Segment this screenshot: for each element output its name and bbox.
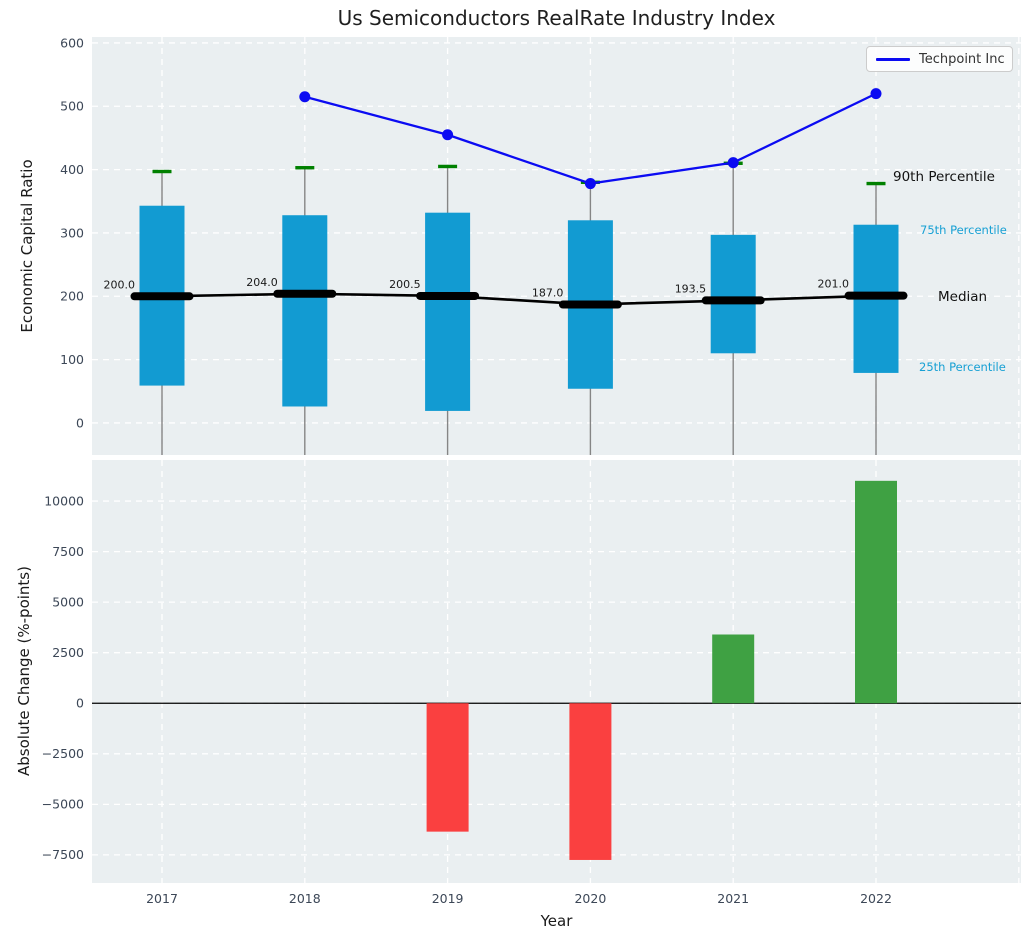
change-bar-2019 xyxy=(426,703,469,832)
x-tick-label-2018: 2018 xyxy=(289,891,321,906)
median-value-label-2022: 201.0 xyxy=(818,278,850,291)
median-marker-2021 xyxy=(701,296,765,305)
x-tick-label-2020: 2020 xyxy=(574,891,606,906)
techpoint-marker-2018 xyxy=(299,91,311,103)
median-value-label-2017: 200.0 xyxy=(104,278,136,291)
legend-label: Techpoint Inc xyxy=(919,51,1005,67)
annotation-90th-percentile: 90th Percentile xyxy=(893,169,995,185)
legend-line-sample-icon xyxy=(876,57,910,61)
top-y-axis-label: Economic Capital Ratio xyxy=(18,159,36,333)
p90-cap-2019 xyxy=(438,164,458,169)
p90-cap-2022 xyxy=(866,181,886,186)
techpoint-marker-2020 xyxy=(584,178,596,190)
chart-title: Us Semiconductors RealRate Industry Inde… xyxy=(337,6,776,30)
change-bar-2022 xyxy=(855,480,897,704)
y-tick-label: −7500 xyxy=(42,847,84,862)
x-tick-label-2021: 2021 xyxy=(717,891,749,906)
y-tick-label: 7500 xyxy=(52,544,84,559)
y-tick-label: 300 xyxy=(60,225,84,240)
x-tick-label-2019: 2019 xyxy=(432,891,464,906)
p90-cap-2017 xyxy=(152,169,172,174)
median-value-label-2018: 204.0 xyxy=(246,276,278,289)
y-tick-label: 200 xyxy=(60,289,84,304)
annotation-25th-percentile: 25th Percentile xyxy=(919,360,1006,374)
y-tick-label: −5000 xyxy=(42,797,84,812)
median-value-label-2021: 193.5 xyxy=(675,282,707,295)
median-marker-2017 xyxy=(130,292,194,301)
y-tick-label: 0 xyxy=(76,696,84,711)
techpoint-marker-2019 xyxy=(442,129,454,141)
techpoint-marker-2022 xyxy=(870,88,882,100)
x-tick-label-2022: 2022 xyxy=(860,891,892,906)
techpoint-marker-2021 xyxy=(727,157,739,169)
median-marker-2019 xyxy=(416,291,480,300)
iqr-bar-2018 xyxy=(282,215,328,407)
y-tick-label: 5000 xyxy=(52,594,84,609)
median-marker-2018 xyxy=(273,289,337,298)
median-marker-2022 xyxy=(844,291,908,300)
y-tick-label: 10000 xyxy=(44,493,84,508)
annotation-75th-percentile: 75th Percentile xyxy=(920,223,1007,237)
iqr-bar-2021 xyxy=(710,234,756,354)
y-tick-label: 600 xyxy=(60,35,84,50)
y-tick-label: −2500 xyxy=(42,746,84,761)
y-tick-label: 100 xyxy=(60,352,84,367)
y-tick-label: 2500 xyxy=(52,645,84,660)
p90-cap-2018 xyxy=(295,166,315,170)
median-marker-2020 xyxy=(558,300,622,309)
median-value-label-2019: 200.5 xyxy=(389,278,421,291)
y-tick-label: 500 xyxy=(60,99,84,114)
change-bar-2020 xyxy=(569,703,612,860)
y-tick-label: 0 xyxy=(76,415,84,430)
x-axis-label: Year xyxy=(540,912,573,930)
y-tick-label: 400 xyxy=(60,162,84,177)
median-value-label-2020: 187.0 xyxy=(532,287,564,300)
x-tick-label-2017: 2017 xyxy=(146,891,178,906)
legend: Techpoint Inc xyxy=(866,46,1013,72)
bottom-y-axis-label: Absolute Change (%-points) xyxy=(15,566,33,776)
annotation-median: Median xyxy=(938,289,988,305)
change-bar-2021 xyxy=(712,634,755,704)
iqr-bar-2019 xyxy=(425,212,471,411)
